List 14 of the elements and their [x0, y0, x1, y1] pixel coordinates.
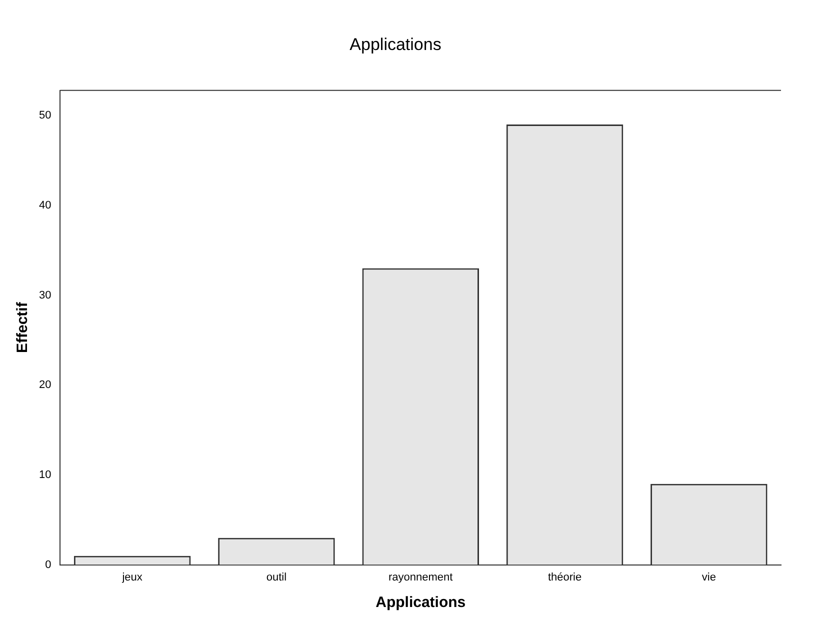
- x-axis-title: Applications: [376, 594, 466, 612]
- y-tick-label: 50: [38, 110, 52, 122]
- x-tick-label: rayonnement: [388, 571, 453, 584]
- x-tick-label: théorie: [548, 571, 582, 584]
- y-tick-label: 20: [38, 379, 52, 392]
- y-tick-label: 40: [38, 199, 52, 212]
- y-tick-label: 30: [38, 289, 52, 302]
- y-tick-label: 10: [38, 468, 52, 481]
- x-tick-label: jeux: [121, 571, 143, 584]
- x-tick-label: outil: [266, 571, 287, 584]
- y-axis-title: Effectif: [14, 301, 32, 354]
- chart-title: Applications: [350, 34, 442, 54]
- x-tick-label: vie: [702, 571, 716, 584]
- y-tick-label: 0: [45, 558, 52, 571]
